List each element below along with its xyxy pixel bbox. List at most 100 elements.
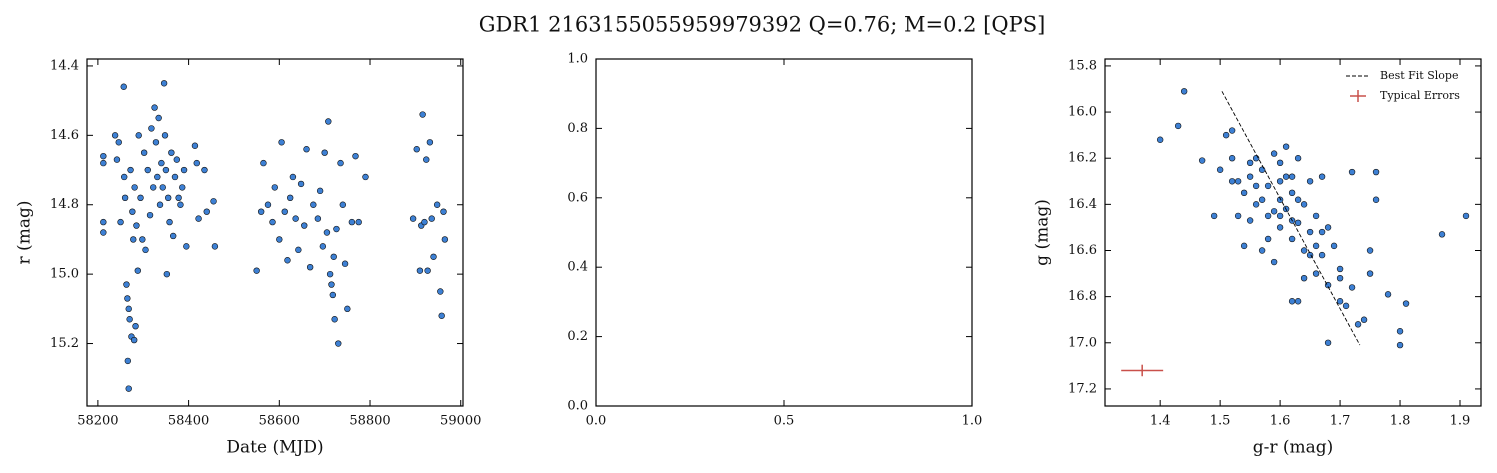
data-point xyxy=(297,180,305,188)
y-tick-label: 17.0 xyxy=(1068,335,1097,350)
y-tick-label: 0.4 xyxy=(567,260,588,275)
data-point xyxy=(168,149,175,156)
data-point xyxy=(1282,143,1290,150)
data-point xyxy=(1312,270,1320,277)
data-point xyxy=(1276,212,1284,220)
data-point xyxy=(146,211,154,219)
data-point xyxy=(130,236,137,243)
data-point xyxy=(1216,166,1224,173)
data-point xyxy=(111,132,119,139)
data-point xyxy=(142,246,149,254)
data-point xyxy=(1258,196,1266,203)
data-point xyxy=(1276,196,1284,203)
data-point xyxy=(437,288,444,295)
data-point xyxy=(1312,212,1320,220)
data-point xyxy=(1156,136,1164,143)
data-point xyxy=(341,260,349,267)
data-point xyxy=(1306,178,1314,185)
data-point xyxy=(1174,122,1182,130)
data-point xyxy=(1294,196,1302,203)
data-point xyxy=(191,142,199,149)
data-point xyxy=(323,229,331,236)
data-point xyxy=(125,385,132,392)
data-point xyxy=(100,159,107,167)
data-point xyxy=(154,173,161,181)
x-tick-label: 1.4 xyxy=(1150,414,1171,429)
data-point xyxy=(286,194,294,202)
data-point xyxy=(326,270,334,278)
data-point xyxy=(1312,242,1320,250)
data-point xyxy=(281,208,288,215)
data-point xyxy=(441,236,449,243)
data-point xyxy=(120,83,127,90)
data-point xyxy=(352,152,359,160)
data-point xyxy=(348,218,356,226)
data-point xyxy=(132,322,139,330)
data-point xyxy=(1384,291,1392,298)
y-tick-label: 0.6 xyxy=(567,190,588,205)
data-point xyxy=(139,236,146,243)
data-point xyxy=(303,146,310,153)
data-point xyxy=(430,253,437,260)
data-point xyxy=(316,187,324,195)
data-point xyxy=(124,357,132,365)
data-point xyxy=(1336,265,1344,273)
x-tick-label: 0.5 xyxy=(774,414,795,429)
data-point xyxy=(284,257,291,264)
data-point xyxy=(1294,155,1302,162)
y-tick-label: 15.8 xyxy=(1068,58,1097,73)
data-point xyxy=(331,316,338,323)
data-point xyxy=(203,208,210,215)
data-point xyxy=(1282,173,1290,180)
data-point xyxy=(362,173,369,181)
data-point xyxy=(1372,168,1380,176)
data-point xyxy=(426,139,434,146)
data-point xyxy=(1288,173,1296,180)
x-axis-label: Date (MJD) xyxy=(226,438,323,458)
data-point xyxy=(1336,298,1344,305)
x-tick-label: 1.6 xyxy=(1270,414,1291,429)
data-point xyxy=(195,215,202,222)
x-tick-label: 58600 xyxy=(259,414,300,429)
data-point xyxy=(160,80,168,87)
y-tick-label: 16.2 xyxy=(1068,151,1097,166)
data-point xyxy=(1300,247,1308,254)
data-point xyxy=(424,267,431,274)
data-point xyxy=(1366,247,1374,254)
data-point xyxy=(421,218,428,226)
data-point xyxy=(1210,212,1218,220)
data-point xyxy=(1258,247,1266,254)
data-point xyxy=(152,139,160,146)
data-point xyxy=(156,201,164,208)
data-point xyxy=(1324,224,1332,231)
data-point xyxy=(1336,274,1344,282)
data-point xyxy=(253,267,260,274)
data-point xyxy=(306,264,314,271)
data-point xyxy=(416,267,424,274)
data-point xyxy=(1348,168,1356,176)
axes-frame xyxy=(1104,58,1482,407)
data-point xyxy=(413,146,420,153)
data-point xyxy=(276,236,283,243)
data-point xyxy=(1234,212,1242,220)
data-point xyxy=(1264,235,1272,243)
data-point xyxy=(169,232,177,240)
data-point xyxy=(211,243,219,250)
data-point xyxy=(1318,251,1326,259)
data-point xyxy=(1396,328,1404,335)
data-point xyxy=(134,267,141,274)
y-axis-label: g (mag) xyxy=(1033,199,1053,266)
x-tick-label: 1.9 xyxy=(1450,414,1471,429)
data-point xyxy=(1366,270,1374,277)
data-point xyxy=(123,281,130,288)
data-point xyxy=(1240,242,1248,250)
data-point xyxy=(133,222,140,229)
data-point xyxy=(1294,298,1302,305)
data-point xyxy=(1372,196,1380,203)
data-point xyxy=(1396,341,1404,349)
data-point xyxy=(193,159,200,167)
data-point xyxy=(1264,212,1272,220)
x-tick-label: 1.0 xyxy=(962,414,983,429)
data-point xyxy=(1222,131,1230,139)
